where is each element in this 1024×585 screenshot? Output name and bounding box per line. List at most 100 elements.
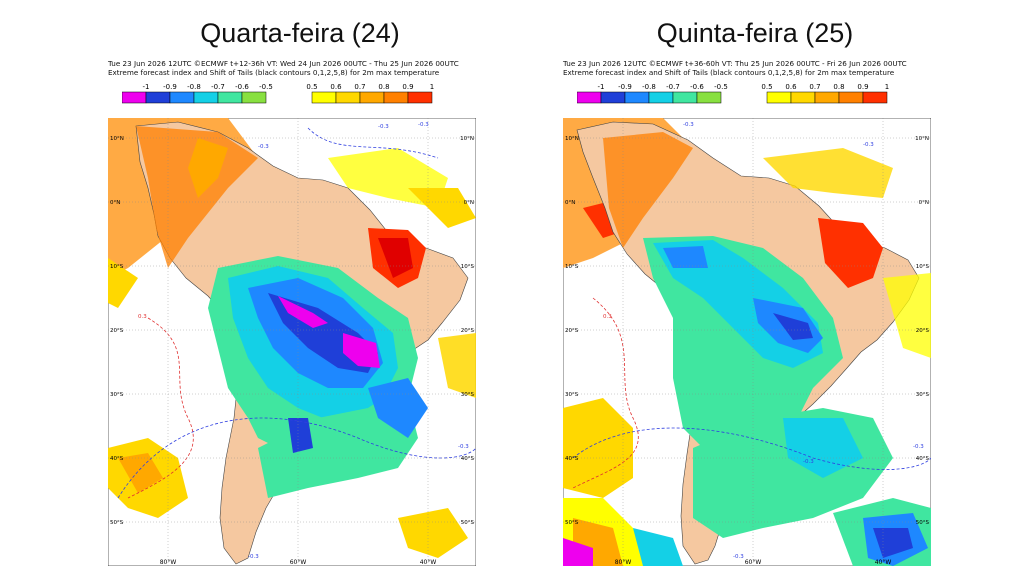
lat-label-right: 40°S — [461, 456, 475, 462]
legend-swatch-warm — [766, 91, 792, 104]
lat-label-left: 40°S — [110, 456, 124, 462]
contour-value-label: -0.3 — [418, 122, 429, 128]
legend-label-warm: 0.5 — [306, 83, 317, 91]
legend-swatch-cold — [122, 91, 147, 104]
forecast-map: 80°W80°W60°W60°W40°W40°W10°N10°N0°N0°N10… — [563, 118, 931, 566]
panel-title: Quinta-feira (25) — [656, 18, 854, 48]
contour-line-positive — [127, 317, 194, 499]
lon-label-bottom: 40°W — [875, 559, 892, 566]
legend-swatch-cold — [217, 91, 243, 104]
extreme-cold-1 — [278, 296, 328, 328]
lat-label-right: 10°S — [916, 264, 930, 270]
forecast-map: 80°W80°W60°W60°W40°W40°W10°N10°N0°N0°N10… — [108, 118, 476, 566]
lon-label-bottom: 40°W — [420, 559, 437, 566]
legend-swatch-cold — [672, 91, 698, 104]
legend-label-cold: -0.7 — [666, 83, 680, 91]
legend-swatch-warm — [407, 91, 433, 104]
legend-swatch-cold — [696, 91, 722, 104]
lon-label-bottom: 60°W — [290, 559, 307, 566]
legend-label-cold: -1 — [598, 83, 605, 91]
cold-anomaly-west — [663, 246, 708, 268]
lat-label-right: 30°S — [461, 392, 475, 398]
lat-label-right: 50°S — [461, 520, 475, 526]
map-content — [108, 118, 476, 565]
lat-label-right: 0°N — [464, 200, 474, 206]
contour-value-label: -0.3 — [863, 142, 874, 148]
lat-label-left: 40°S — [565, 456, 579, 462]
legend-label-cold: -0.9 — [618, 83, 632, 91]
color-legend: -1 -0.9 -0.8 -0.7 -0.6 -0.5 0.5 0.6 0.7 0.8 0.9 1 — [577, 83, 889, 104]
contour-value-label: -0.3 — [683, 122, 694, 128]
lat-label-left: 10°S — [565, 264, 579, 270]
legend-label-warm: 1 — [885, 83, 889, 91]
lat-label-right: 10°N — [915, 136, 929, 142]
cold-anomaly-south-core — [288, 418, 313, 453]
extreme-cold-southwest — [563, 538, 593, 566]
warm-anomaly-northwest — [136, 126, 258, 268]
legend-swatch-cold — [193, 91, 219, 104]
lat-label-left: 20°S — [110, 328, 124, 334]
header-line-2: Extreme forecast index and Shift of Tail… — [563, 68, 895, 77]
legend-label-warm: 0.9 — [857, 83, 868, 91]
warm-anomaly-atlantic-2 — [408, 188, 476, 228]
contour-value-label: -0.3 — [913, 444, 924, 450]
lat-label-left: 20°S — [565, 328, 579, 334]
contour-value-label: -0.3 — [248, 554, 259, 560]
lat-label-right: 20°S — [916, 328, 930, 334]
color-legend: -1 -0.9 -0.8 -0.7 -0.6 -0.5 0.5 0.6 0.7 0.8 0.9 1 — [122, 83, 434, 104]
contour-line-negative — [307, 127, 439, 159]
hot-spot-northeast — [818, 218, 883, 288]
lat-label-right: 20°S — [461, 328, 475, 334]
lat-label-left: 0°N — [565, 200, 575, 206]
lat-label-left: 10°N — [565, 136, 579, 142]
legend-label-cold: -0.5 — [714, 83, 728, 91]
warm-anomaly-south-atlantic — [398, 508, 468, 558]
panel-title: Quarta-feira (24) — [200, 18, 400, 48]
header-line-1: Tue 23 Jun 2026 12UTC ©ECMWF t+12-36h VT… — [108, 59, 459, 68]
contour-line-negative — [117, 417, 476, 499]
legend-label-warm: 0.8 — [833, 83, 844, 91]
lat-label-right: 10°N — [460, 136, 474, 142]
lat-label-right: 50°S — [916, 520, 930, 526]
contour-line-negative — [572, 427, 931, 470]
warm-ocean-patch — [108, 258, 138, 308]
contour-value-label: -0.3 — [258, 144, 269, 150]
legend-swatch-cold — [169, 91, 195, 104]
cold-anomaly-south-mid — [783, 418, 863, 478]
contour-line-positive — [572, 297, 639, 489]
contour-value-label: -0.3 — [733, 554, 744, 560]
cold-anomaly-southeast — [368, 378, 428, 438]
legend-swatch-warm — [359, 91, 385, 104]
legend-label-warm: 0.8 — [378, 83, 389, 91]
lat-label-left: 50°S — [565, 520, 579, 526]
warm-anomaly-east — [883, 273, 931, 358]
legend-label-cold: -0.9 — [163, 83, 177, 91]
legend-swatch-cold — [145, 91, 171, 104]
legend-label-warm: 0.6 — [785, 83, 797, 91]
warm-anomaly-northwest — [603, 132, 693, 248]
cold-anomaly-tip — [633, 528, 683, 566]
map-content — [563, 118, 931, 566]
lat-label-right: 0°N — [919, 200, 929, 206]
lat-label-left: 10°S — [110, 264, 124, 270]
header-line-1: Tue 23 Jun 2026 12UTC ©ECMWF t+36-60h VT… — [563, 59, 907, 68]
legend-label-cold: -0.6 — [235, 83, 249, 91]
legend-swatch-warm — [838, 91, 864, 104]
legend-label-warm: 0.9 — [402, 83, 413, 91]
warm-anomaly-andes — [188, 138, 228, 198]
legend-swatch-warm — [335, 91, 361, 104]
contour-value-label: -0.3 — [803, 459, 814, 465]
legend-swatch-cold — [648, 91, 674, 104]
hot-spot-core — [378, 238, 413, 278]
legend-label-cold: -0.8 — [187, 83, 201, 91]
legend-swatch-warm — [383, 91, 409, 104]
legend-swatch-cold — [624, 91, 650, 104]
contour-value-label: 0.3 — [603, 314, 612, 320]
legend-label-warm: 1 — [430, 83, 434, 91]
legend-label-cold: -0.6 — [690, 83, 704, 91]
header-line-2: Extreme forecast index and Shift of Tail… — [108, 68, 440, 77]
panel-thursday: Quinta-feira (25) Tue 23 Jun 2026 12UTC … — [545, 0, 965, 585]
legend-swatch-warm — [790, 91, 816, 104]
lon-label-bottom: 80°W — [160, 559, 177, 566]
legend-swatch-warm — [311, 91, 337, 104]
